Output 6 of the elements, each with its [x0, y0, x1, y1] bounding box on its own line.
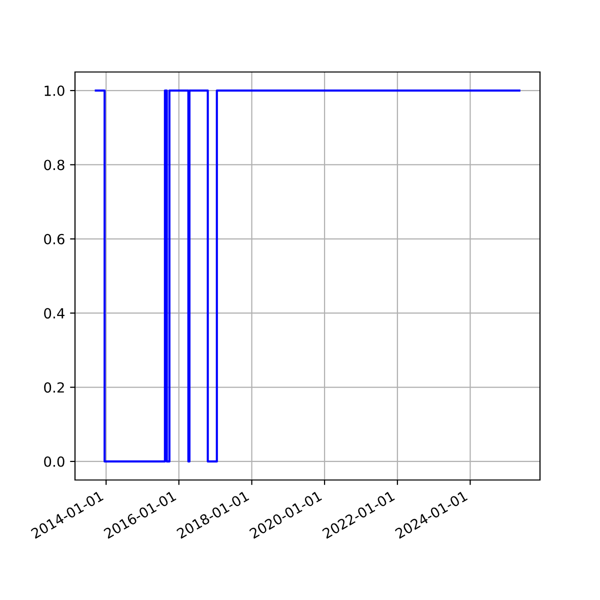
y-tick-label: 0.0 [44, 456, 64, 467]
y-tick-label: 1.0 [44, 86, 64, 96]
y-tick-label: 0.6 [44, 234, 64, 244]
y-tick-label: 0.2 [44, 382, 64, 393]
y-tick-label: 0.8 [44, 160, 64, 170]
y-tick-label: 0.4 [44, 308, 64, 319]
